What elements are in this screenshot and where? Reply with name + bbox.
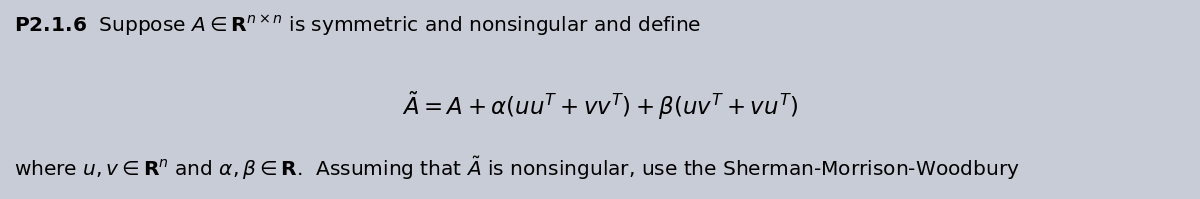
Text: where $u, v \in \mathbf{R}^n$ and $\alpha, \beta \in \mathbf{R}$.  Assuming that: where $u, v \in \mathbf{R}^n$ and $\alph…: [14, 155, 1020, 182]
Text: $\tilde{A} = A + \alpha(uu^T + vv^T) + \beta(uv^T + vu^T)$: $\tilde{A} = A + \alpha(uu^T + vv^T) + \…: [402, 90, 798, 122]
Text: $\mathbf{P2.1.6}$  Suppose $A \in \mathbf{R}^{n\times n}$ is symmetric and nonsi: $\mathbf{P2.1.6}$ Suppose $A \in \mathbf…: [14, 14, 702, 38]
